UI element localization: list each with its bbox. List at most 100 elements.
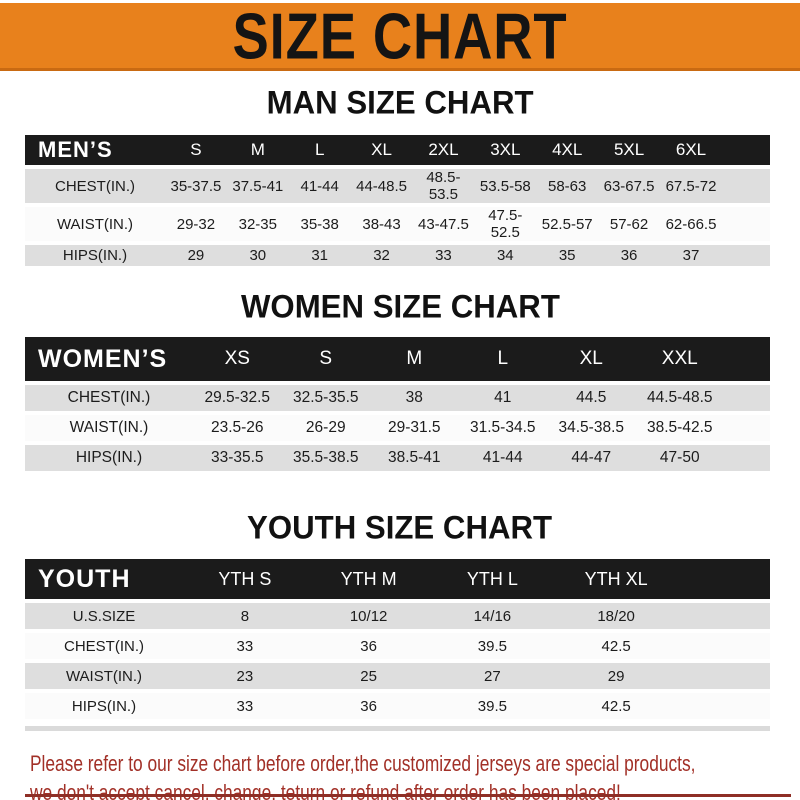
column-header: 4XL xyxy=(536,135,599,165)
row-spacer xyxy=(724,385,770,411)
table-corner-label: WOMEN’S xyxy=(25,337,193,381)
size-value: 32.5-35.5 xyxy=(281,385,370,411)
table-row: HIPS(IN.) 33-35.5 35.5-38.5 38.5-41 41-44 44-… xyxy=(25,445,770,471)
column-header: L xyxy=(288,135,351,165)
band-spacer xyxy=(678,559,770,599)
size-value: 63-67.5 xyxy=(598,169,660,203)
table-row: HIPS(IN.) 33 36 39.5 42.5 xyxy=(25,693,770,719)
size-value: 41 xyxy=(458,385,547,411)
table-header-band: YOUTH YTH S YTH M YTH L YTH XL xyxy=(25,559,770,599)
size-value: 30 xyxy=(226,245,289,266)
notice-line-1: Please refer to our size chart before or… xyxy=(30,751,696,776)
size-value: 37 xyxy=(660,245,722,266)
size-value: 32 xyxy=(350,245,413,266)
banner-title: SIZE CHART xyxy=(232,0,568,73)
size-value: 36 xyxy=(306,633,431,659)
size-value: 38 xyxy=(370,385,459,411)
size-value: 38.5-42.5 xyxy=(635,415,724,441)
size-value: 36 xyxy=(306,693,431,719)
row-label: CHEST(IN.) xyxy=(25,633,183,659)
table-row: U.S.SIZE 8 10/12 14/16 18/20 xyxy=(25,603,770,629)
women-heading-text: WOMEN SIZE CHART xyxy=(240,288,560,326)
youth-heading-text: YOUTH SIZE CHART xyxy=(247,509,553,547)
size-value: 39.5 xyxy=(430,633,555,659)
size-value: 33-35.5 xyxy=(193,445,282,471)
column-header: 6XL xyxy=(660,135,722,165)
youth-section-heading: YOUTH SIZE CHART xyxy=(0,511,800,545)
table-row: CHEST(IN.) 29.5-32.5 32.5-35.5 38 41 44.5 44.5… xyxy=(25,385,770,411)
row-label: HIPS(IN.) xyxy=(25,445,193,471)
size-value: 47-50 xyxy=(635,445,724,471)
size-value: 62-66.5 xyxy=(660,207,722,241)
size-value: 57-62 xyxy=(598,207,660,241)
size-value: 33 xyxy=(183,693,307,719)
banner: SIZE CHART xyxy=(0,0,800,73)
size-value: 26-29 xyxy=(281,415,370,441)
size-value: 44.5-48.5 xyxy=(635,385,724,411)
band-spacer xyxy=(724,337,770,381)
size-value: 33 xyxy=(183,633,307,659)
table-row: WAIST(IN.) 29-32 32-35 35-38 38-43 43-47.5 47.… xyxy=(25,207,770,241)
table-corner-label: MEN’S xyxy=(25,135,165,165)
size-value: 41-44 xyxy=(288,169,351,203)
size-value: 31.5-34.5 xyxy=(458,415,547,441)
column-header: M xyxy=(370,337,459,381)
size-value: 67.5-72 xyxy=(660,169,722,203)
size-value: 35 xyxy=(536,245,599,266)
youth-size-table: YOUTH YTH S YTH M YTH L YTH XL U.S.SIZE 8 10/12… xyxy=(25,555,770,723)
size-value: 36 xyxy=(598,245,660,266)
table-row: WAIST(IN.) 23.5-26 26-29 29-31.5 31.5-34.5 34… xyxy=(25,415,770,441)
men-heading-text: MAN SIZE CHART xyxy=(266,84,534,122)
row-spacer xyxy=(678,633,770,659)
row-spacer xyxy=(678,663,770,689)
men-section-heading: MAN SIZE CHART xyxy=(0,86,800,120)
size-value: 32-35 xyxy=(226,207,289,241)
size-value: 48.5-53.5 xyxy=(412,169,475,203)
size-value: 35.5-38.5 xyxy=(281,445,370,471)
table-row: CHEST(IN.) 35-37.5 37.5-41 41-44 44-48.5 48.5… xyxy=(25,169,770,203)
row-label: CHEST(IN.) xyxy=(25,169,165,203)
column-header: XL xyxy=(350,135,413,165)
row-label: WAIST(IN.) xyxy=(25,663,183,689)
column-header: XS xyxy=(193,337,282,381)
column-header: XXL xyxy=(635,337,724,381)
size-value: 18/20 xyxy=(554,603,678,629)
size-value: 52.5-57 xyxy=(536,207,599,241)
row-label: WAIST(IN.) xyxy=(25,207,165,241)
section-women: WOMEN SIZE CHART WOMEN’S XS S M L XL XXL CHEST(… xyxy=(0,290,800,475)
size-value: 44-47 xyxy=(547,445,636,471)
row-spacer xyxy=(722,207,770,241)
size-value: 43-47.5 xyxy=(412,207,475,241)
size-value: 37.5-41 xyxy=(226,169,289,203)
size-value: 34.5-38.5 xyxy=(547,415,636,441)
row-spacer xyxy=(722,169,770,203)
table-header-band: WOMEN’S XS S M L XL XXL xyxy=(25,337,770,381)
size-value: 44-48.5 xyxy=(350,169,413,203)
size-value: 38.5-41 xyxy=(370,445,459,471)
column-header: YTH XL xyxy=(554,559,678,599)
size-value: 39.5 xyxy=(430,693,555,719)
youth-table-end-bar xyxy=(25,726,770,731)
size-value: 29-32 xyxy=(165,207,227,241)
size-value: 44.5 xyxy=(547,385,636,411)
size-value: 23 xyxy=(183,663,307,689)
size-value: 42.5 xyxy=(554,633,678,659)
size-value: 58-63 xyxy=(536,169,599,203)
size-value: 42.5 xyxy=(554,693,678,719)
men-size-table: MEN’S S M L XL 2XL 3XL 4XL 5XL 6XL CHEST(IN.) 35-37… xyxy=(25,131,770,270)
bottom-rule xyxy=(25,794,791,797)
row-spacer xyxy=(722,245,770,266)
size-value: 14/16 xyxy=(430,603,555,629)
row-spacer xyxy=(678,603,770,629)
row-spacer xyxy=(724,415,770,441)
table-row: WAIST(IN.) 23 25 27 29 xyxy=(25,663,770,689)
column-header: XL xyxy=(547,337,636,381)
column-header: YTH L xyxy=(430,559,555,599)
size-value: 34 xyxy=(474,245,537,266)
size-value: 29.5-32.5 xyxy=(193,385,282,411)
section-men: MAN SIZE CHART MEN’S S M L XL 2XL 3XL 4XL 5XL 6XL… xyxy=(0,86,800,270)
size-value: 10/12 xyxy=(306,603,431,629)
row-label: HIPS(IN.) xyxy=(25,245,165,266)
footer-notice: Please refer to our size chart before or… xyxy=(30,749,800,800)
size-value: 29-31.5 xyxy=(370,415,459,441)
